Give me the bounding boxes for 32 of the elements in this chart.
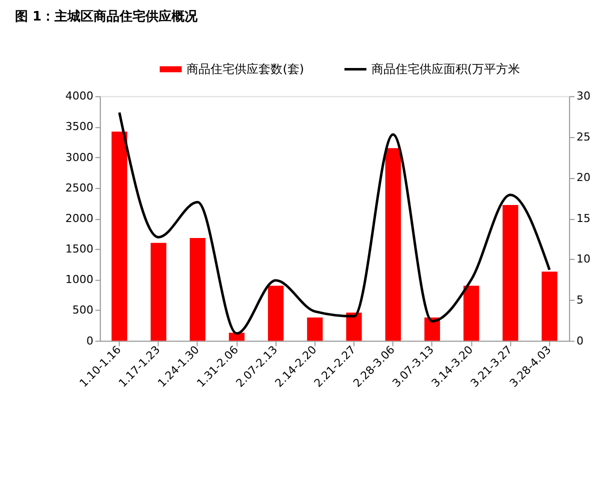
y-tick-label: 2500 xyxy=(65,181,94,194)
y-tick-label: 0 xyxy=(86,334,94,348)
line-series xyxy=(118,111,551,335)
bar xyxy=(150,242,166,341)
y-tick-label: 1000 xyxy=(65,273,94,286)
y-tick-label: 4000 xyxy=(65,90,94,103)
bar xyxy=(190,238,206,341)
bar xyxy=(346,312,362,341)
y-tick-label: 1500 xyxy=(65,242,94,256)
legend-label: 商品住宅供应套数(套) xyxy=(186,62,304,76)
y2-tick-label: 5 xyxy=(576,293,584,306)
bar xyxy=(463,286,480,341)
y2-tick-label: 10 xyxy=(576,252,591,266)
bar xyxy=(268,286,284,341)
y-tick-label: 500 xyxy=(72,304,94,317)
bar xyxy=(502,205,518,341)
y-tick-label: 3500 xyxy=(65,120,94,134)
legend-label: 商品住宅供应面积(万平方米 xyxy=(371,62,520,76)
bar xyxy=(112,132,128,341)
bar xyxy=(228,332,245,341)
y2-tick-label: 15 xyxy=(576,212,591,225)
bar xyxy=(424,318,440,341)
bar xyxy=(307,318,323,341)
bar xyxy=(385,148,401,341)
chart-title: 图 1：主城区商品住宅供应概况 xyxy=(14,8,199,24)
bar xyxy=(542,272,558,341)
y2-tick-label: 30 xyxy=(576,90,591,103)
y-tick-label: 3000 xyxy=(65,150,94,164)
y2-tick-label: 25 xyxy=(576,130,591,144)
y2-tick-label: 20 xyxy=(576,171,591,184)
y2-tick-label: 0 xyxy=(576,334,584,348)
y-tick-label: 2000 xyxy=(65,212,94,225)
